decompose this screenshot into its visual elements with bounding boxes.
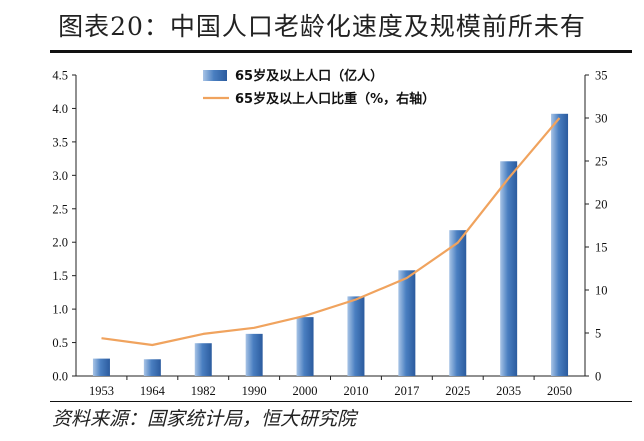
bar	[143, 359, 161, 376]
x-tick-label: 2010	[343, 384, 368, 398]
left-tick-label: 1.5	[52, 269, 68, 283]
source-divider	[50, 401, 632, 402]
bar	[398, 270, 416, 376]
bar	[500, 161, 518, 376]
legend-bar-swatch	[203, 70, 227, 81]
bar	[92, 358, 110, 376]
left-tick-label: 4.0	[52, 102, 68, 116]
right-tick-label: 35	[595, 69, 608, 83]
right-tick-label: 10	[595, 284, 608, 298]
bar-series	[92, 113, 569, 376]
right-tick-label: 0	[595, 370, 601, 384]
legend: 65岁及以上人口（亿人） 65岁及以上人口比重（%，右轴）	[203, 68, 435, 107]
bar	[347, 296, 365, 376]
right-tick-label: 15	[595, 241, 608, 255]
left-tick-label: 2.0	[52, 236, 68, 250]
source-note: 资料来源：国家统计局，恒大研究院	[52, 408, 357, 430]
left-tick-label: 3.0	[52, 169, 68, 183]
axes: 0.00.51.01.52.02.53.03.54.04.50510152025…	[52, 69, 607, 399]
bar	[551, 113, 569, 376]
right-tick-label: 30	[595, 112, 608, 126]
share-line	[101, 117, 561, 347]
x-tick-label: 2000	[293, 384, 318, 398]
title-divider	[50, 50, 632, 53]
left-tick-label: 4.5	[52, 69, 68, 83]
x-tick-label: 1990	[242, 384, 267, 398]
x-tick-label: 2035	[496, 384, 521, 398]
x-tick-label: 2050	[547, 384, 572, 398]
line-series	[101, 117, 561, 347]
left-tick-label: 0.5	[52, 336, 68, 350]
legend-bar-label: 65岁及以上人口（亿人）	[235, 68, 383, 84]
left-tick-label: 1.0	[52, 303, 68, 317]
left-tick-label: 0.0	[52, 370, 68, 384]
bar	[245, 333, 263, 376]
x-tick-label: 1982	[191, 384, 216, 398]
x-tick-label: 1964	[140, 384, 166, 398]
page-title: 图表20：中国人口老龄化速度及规模前所未有	[58, 12, 586, 41]
left-tick-label: 2.5	[52, 202, 68, 216]
x-tick-label: 2025	[445, 384, 470, 398]
right-tick-label: 5	[595, 327, 601, 341]
legend-line-label: 65岁及以上人口比重（%，右轴）	[235, 91, 435, 107]
left-tick-label: 3.5	[52, 135, 68, 149]
bar	[194, 343, 212, 376]
x-tick-label: 2017	[394, 384, 419, 398]
right-tick-label: 20	[595, 198, 608, 212]
right-tick-label: 25	[595, 155, 608, 169]
bar	[296, 317, 314, 376]
x-tick-label: 1953	[89, 384, 114, 398]
bar	[449, 230, 467, 376]
